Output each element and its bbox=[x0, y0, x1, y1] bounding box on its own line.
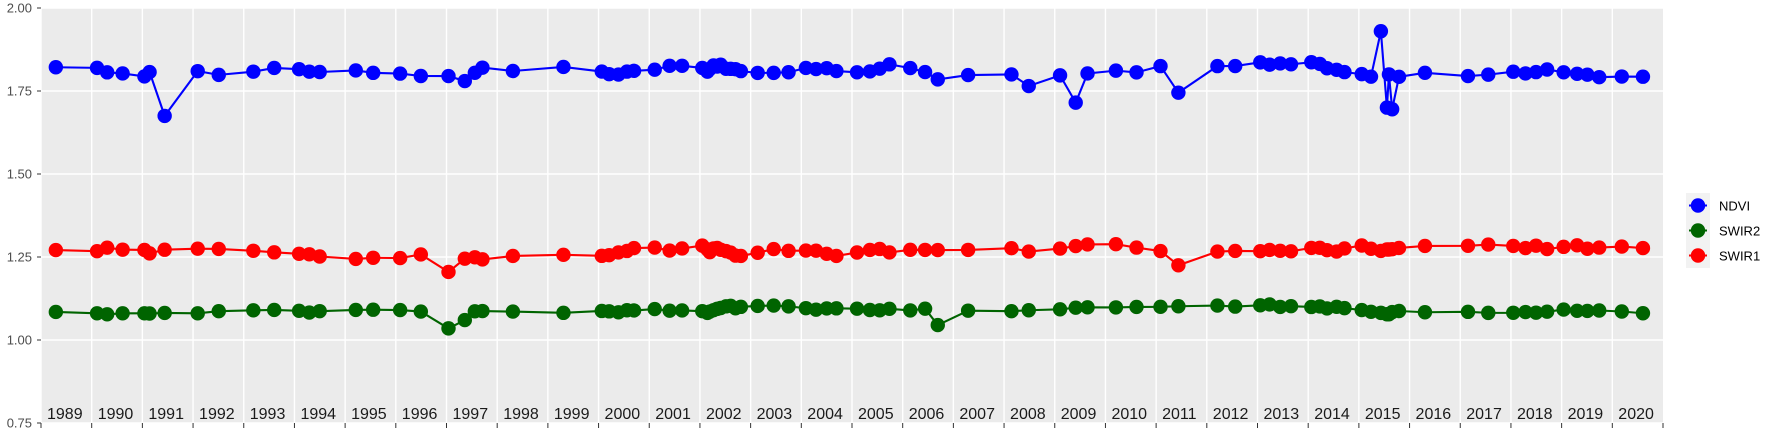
svg-text:1993: 1993 bbox=[250, 406, 286, 423]
svg-text:1997: 1997 bbox=[453, 406, 489, 423]
svg-text:2008: 2008 bbox=[1010, 406, 1046, 423]
svg-text:2000: 2000 bbox=[605, 406, 641, 423]
svg-text:1.25: 1.25 bbox=[7, 250, 32, 265]
svg-text:1995: 1995 bbox=[351, 406, 387, 423]
svg-text:2012: 2012 bbox=[1213, 406, 1249, 423]
svg-text:1.75: 1.75 bbox=[7, 84, 32, 99]
svg-text:1990: 1990 bbox=[98, 406, 134, 423]
svg-text:1992: 1992 bbox=[199, 406, 235, 423]
svg-text:2001: 2001 bbox=[655, 406, 691, 423]
svg-text:1994: 1994 bbox=[300, 406, 336, 423]
svg-text:1.50: 1.50 bbox=[7, 167, 32, 182]
svg-text:2004: 2004 bbox=[807, 406, 843, 423]
svg-text:2003: 2003 bbox=[757, 406, 793, 423]
svg-text:2020: 2020 bbox=[1618, 406, 1654, 423]
svg-text:2015: 2015 bbox=[1365, 406, 1401, 423]
svg-text:2009: 2009 bbox=[1061, 406, 1097, 423]
svg-text:2006: 2006 bbox=[909, 406, 945, 423]
svg-text:2019: 2019 bbox=[1568, 406, 1604, 423]
svg-text:2010: 2010 bbox=[1111, 406, 1147, 423]
svg-text:0.75: 0.75 bbox=[7, 416, 32, 431]
svg-text:2016: 2016 bbox=[1416, 406, 1452, 423]
svg-text:2.00: 2.00 bbox=[7, 1, 32, 16]
svg-text:1991: 1991 bbox=[148, 406, 184, 423]
svg-text:SWIR1: SWIR1 bbox=[1719, 249, 1760, 264]
svg-text:2018: 2018 bbox=[1517, 406, 1553, 423]
svg-text:2011: 2011 bbox=[1162, 406, 1197, 423]
svg-text:2017: 2017 bbox=[1466, 406, 1502, 423]
svg-text:2005: 2005 bbox=[858, 406, 894, 423]
svg-text:2013: 2013 bbox=[1264, 406, 1300, 423]
svg-text:NDVI: NDVI bbox=[1719, 199, 1750, 214]
svg-text:1999: 1999 bbox=[554, 406, 590, 423]
svg-text:SWIR2: SWIR2 bbox=[1719, 224, 1760, 239]
svg-text:2002: 2002 bbox=[706, 406, 742, 423]
svg-text:1996: 1996 bbox=[402, 406, 438, 423]
svg-text:1998: 1998 bbox=[503, 406, 539, 423]
svg-text:1989: 1989 bbox=[47, 406, 83, 423]
svg-text:2007: 2007 bbox=[959, 406, 995, 423]
svg-text:2014: 2014 bbox=[1314, 406, 1350, 423]
svg-text:1.00: 1.00 bbox=[7, 333, 32, 348]
